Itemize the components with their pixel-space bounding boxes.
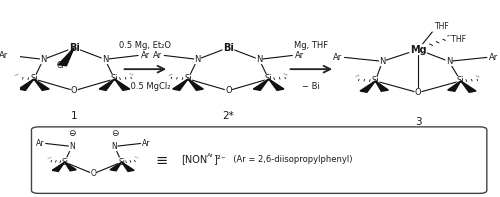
Text: 3: 3 xyxy=(414,117,422,127)
Polygon shape xyxy=(110,162,122,171)
Text: N: N xyxy=(102,55,108,64)
Text: − 0.5 MgCl₂: − 0.5 MgCl₂ xyxy=(120,82,170,91)
Text: ≡: ≡ xyxy=(156,153,168,168)
Text: N: N xyxy=(112,142,117,151)
Text: 2*: 2* xyxy=(222,111,234,121)
Text: O: O xyxy=(225,86,232,95)
Text: Si: Si xyxy=(184,74,192,84)
Text: N: N xyxy=(69,142,74,151)
Text: ′′′′: ′′′′ xyxy=(132,157,138,163)
Text: ]²⁻: ]²⁻ xyxy=(213,154,226,164)
Polygon shape xyxy=(122,162,134,171)
Polygon shape xyxy=(99,79,114,90)
Text: O: O xyxy=(414,88,422,97)
Text: Cl: Cl xyxy=(56,61,64,70)
Text: [NON: [NON xyxy=(181,154,207,164)
Text: ′′′′: ′′′′ xyxy=(356,75,362,81)
Text: THF: THF xyxy=(434,22,450,31)
Text: ′′′′: ′′′′ xyxy=(168,73,175,79)
Text: Ar: Ar xyxy=(36,139,44,148)
Polygon shape xyxy=(52,162,64,171)
Text: Si: Si xyxy=(372,76,379,85)
Text: ′′′′: ′′′′ xyxy=(474,75,480,81)
Polygon shape xyxy=(448,81,460,91)
Text: Ar: Ar xyxy=(489,53,498,62)
Polygon shape xyxy=(254,79,268,90)
Text: Bi: Bi xyxy=(223,43,234,53)
Polygon shape xyxy=(172,79,188,90)
Text: ′′′′: ′′′′ xyxy=(128,73,134,79)
Polygon shape xyxy=(18,79,34,90)
Text: ′′′THF: ′′′THF xyxy=(446,35,466,44)
FancyBboxPatch shape xyxy=(32,127,487,193)
Text: − Bi: − Bi xyxy=(302,82,320,91)
Polygon shape xyxy=(268,79,284,90)
Text: O: O xyxy=(90,169,96,178)
Polygon shape xyxy=(460,81,476,92)
Text: (Ar = 2,6-diisopropylphenyl): (Ar = 2,6-diisopropylphenyl) xyxy=(228,155,353,164)
Text: 0.5 Mg, Et₂O: 0.5 Mg, Et₂O xyxy=(120,41,172,50)
Text: Si: Si xyxy=(110,74,118,84)
Text: ′′′′: ′′′′ xyxy=(14,73,21,79)
Text: Ar: Ar xyxy=(142,139,150,148)
Text: ′′′′: ′′′′ xyxy=(48,157,54,163)
Polygon shape xyxy=(114,79,130,90)
Text: Ar: Ar xyxy=(294,51,304,60)
Text: N: N xyxy=(256,55,262,64)
Text: Ar: Ar xyxy=(140,51,150,60)
Text: ′′′′: ′′′′ xyxy=(282,73,288,79)
Text: ⊖: ⊖ xyxy=(68,129,76,138)
Polygon shape xyxy=(360,81,376,92)
Text: Si: Si xyxy=(265,74,272,84)
Text: Ar: Ar xyxy=(152,51,162,60)
Polygon shape xyxy=(376,81,388,91)
Text: ⊖: ⊖ xyxy=(110,129,118,138)
Polygon shape xyxy=(64,162,76,171)
Text: Si: Si xyxy=(61,158,68,167)
Text: Ar: Ar xyxy=(333,53,342,62)
Text: Si: Si xyxy=(30,74,38,84)
Text: Mg, THF: Mg, THF xyxy=(294,41,328,50)
Text: N: N xyxy=(40,55,46,64)
Polygon shape xyxy=(34,79,49,90)
Polygon shape xyxy=(188,79,204,90)
Text: N: N xyxy=(380,57,386,66)
Polygon shape xyxy=(58,48,74,66)
Text: Mg: Mg xyxy=(410,45,426,55)
Text: 1: 1 xyxy=(71,111,78,121)
Text: N: N xyxy=(194,55,200,64)
Text: Si: Si xyxy=(457,76,464,85)
Text: Ar: Ar xyxy=(207,153,214,158)
Text: Ar: Ar xyxy=(0,51,8,60)
Text: Si: Si xyxy=(118,158,125,167)
Text: O: O xyxy=(71,86,78,95)
Text: N: N xyxy=(446,57,452,66)
Text: Bi: Bi xyxy=(68,43,80,53)
